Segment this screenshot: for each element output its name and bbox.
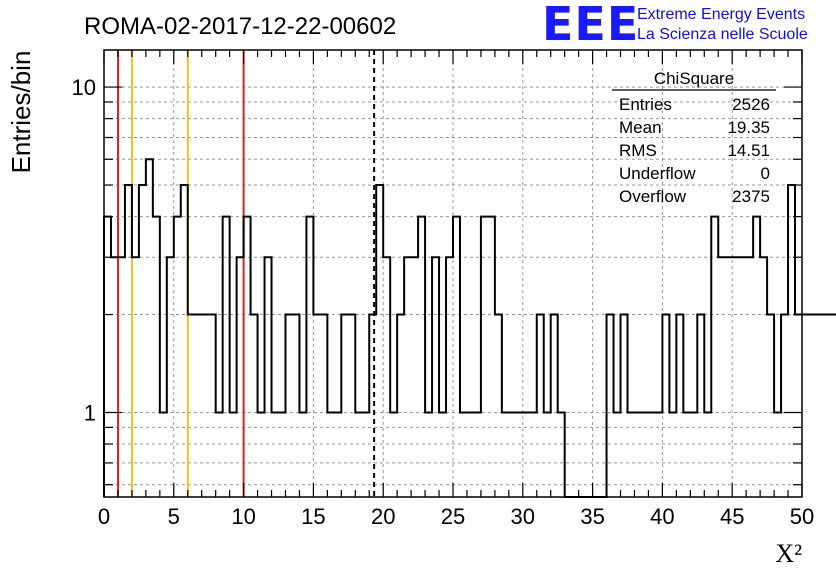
grid-lines: [104, 50, 802, 497]
stats-box: ChiSquare Entries 2526 Mean 19.35 RMS 14.51 Un…: [612, 69, 776, 206]
stats-value: 2375: [732, 187, 770, 206]
x-tick-label: 25: [441, 504, 465, 529]
tick-labels: 0 5 10 15 20 25 30 35 40 45 50 1 10: [72, 75, 815, 529]
y-tick-label: 1: [84, 401, 96, 426]
x-tick-label: 50: [790, 504, 814, 529]
logo-line-2: La Scienza nelle Scuole: [637, 26, 808, 43]
stats-title: ChiSquare: [654, 69, 734, 88]
stats-value: 19.35: [727, 118, 770, 137]
x-tick-label: 5: [168, 504, 180, 529]
histogram-outline: [103, 158, 836, 498]
x-tick-label: 40: [650, 504, 674, 529]
eee-logo: EEE Extreme Energy Events La Scienza nel…: [542, 0, 808, 51]
marker-lines: [116, 50, 376, 497]
stats-label: Entries: [619, 95, 672, 114]
x-tick-label: 20: [371, 504, 395, 529]
stats-label: Mean: [619, 118, 662, 137]
stats-value: 2526: [732, 95, 770, 114]
stats-value: 0: [761, 164, 770, 183]
x-axis-label: X²: [775, 539, 802, 568]
x-tick-label: 30: [511, 504, 535, 529]
y-tick-label: 10: [72, 75, 96, 100]
stats-label: RMS: [619, 141, 657, 160]
y-axis-label: Entries/bin: [6, 51, 36, 174]
stats-rows: Entries 2526 Mean 19.35 RMS 14.51 Underflow 0 Ov…: [619, 95, 770, 206]
logo-line-1: Extreme Energy Events: [637, 6, 805, 23]
logo-mark: EEE: [542, 0, 639, 51]
x-tick-label: 0: [98, 504, 110, 529]
axis-ticks: [103, 50, 803, 497]
chart-title: ROMA-02-2017-12-22-00602: [84, 13, 396, 40]
x-tick-label: 15: [301, 504, 325, 529]
x-tick-label: 45: [720, 504, 744, 529]
stats-label: Underflow: [619, 164, 696, 183]
stats-value: 14.51: [727, 141, 770, 160]
stats-label: Overflow: [619, 187, 687, 206]
x-tick-label: 35: [580, 504, 604, 529]
x-tick-label: 10: [231, 504, 255, 529]
